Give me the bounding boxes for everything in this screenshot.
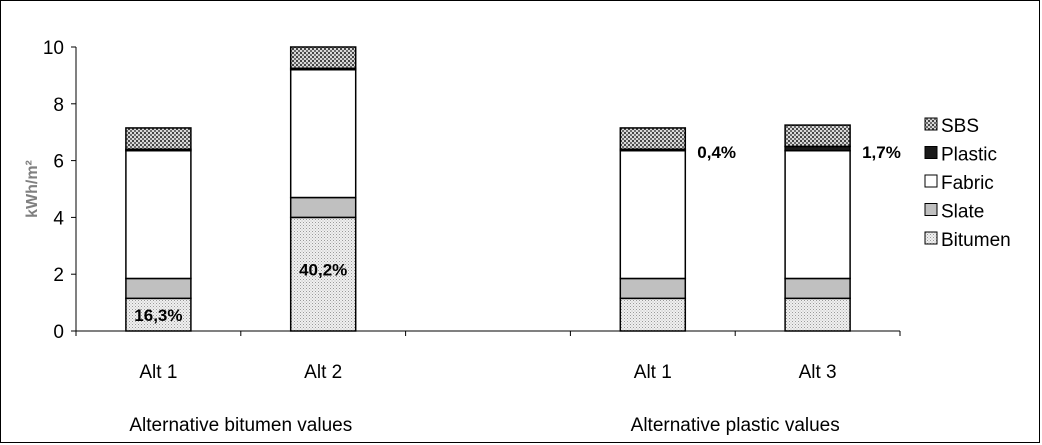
y-tick-label: 6 — [53, 152, 64, 173]
axes: 0 2 4 6 8 10 kWh/m² — [24, 38, 901, 343]
bar-segment-fabric — [125, 149, 192, 280]
group-label: Alternative bitumen values — [129, 415, 352, 436]
bar-segment-slate — [125, 277, 192, 300]
bar-segment-sbs — [619, 127, 687, 150]
bar-segment-sbs — [784, 124, 851, 148]
bar-segment-fabric — [784, 149, 851, 280]
data-label: 16,3% — [134, 306, 182, 325]
y-tick-label: 2 — [53, 265, 64, 286]
data-label: 0,4% — [697, 143, 736, 162]
y-axis-label: kWh/m² — [24, 160, 41, 218]
bars — [125, 46, 851, 332]
bar-segment-sbs — [125, 127, 192, 150]
bar-segment-slate — [289, 196, 357, 219]
legend-swatch-bitumen — [924, 231, 938, 245]
x-tick-label: Alt 2 — [304, 362, 342, 383]
data-label: 1,7% — [862, 143, 901, 162]
bar-segment-bitumen — [289, 216, 357, 332]
legend-swatch-plastic — [924, 146, 938, 159]
legend-swatch-slate — [924, 203, 938, 216]
legend-label: Plastic — [941, 145, 997, 166]
y-tick-label: 8 — [53, 95, 64, 116]
legend-label: Slate — [941, 202, 984, 223]
data-label: 40,2% — [299, 261, 347, 280]
x-tick-label: Alt 1 — [634, 362, 672, 383]
legend-label: Fabric — [941, 173, 994, 194]
y-tick-label: 0 — [53, 322, 64, 343]
legend-swatch-sbs — [924, 117, 938, 131]
bar-segment-fabric — [619, 149, 687, 280]
labels: Alt 1 Alt 2 Alt 1 Alt 3 Alternative bitumen … — [129, 143, 900, 436]
bar-segment-bitumen — [619, 297, 687, 332]
legend-label: SBS — [941, 116, 979, 137]
y-tick-label: 4 — [53, 208, 64, 229]
bar-segment-slate — [784, 277, 851, 300]
y-tick-label: 10 — [43, 38, 64, 59]
group-label: Alternative plastic values — [631, 415, 840, 436]
legend-label: Bitumen — [941, 230, 1011, 251]
bar-segment-slate — [619, 277, 687, 300]
bar-segment-sbs — [289, 46, 357, 70]
x-tick-label: Alt 3 — [799, 362, 837, 383]
legend: SBS Plastic Fabric Slate Bitumen — [924, 116, 1011, 251]
bar-segment-bitumen — [784, 297, 851, 332]
x-tick-label: Alt 1 — [139, 362, 177, 383]
legend-swatch-fabric — [924, 174, 938, 188]
bar-segment-fabric — [289, 68, 357, 199]
